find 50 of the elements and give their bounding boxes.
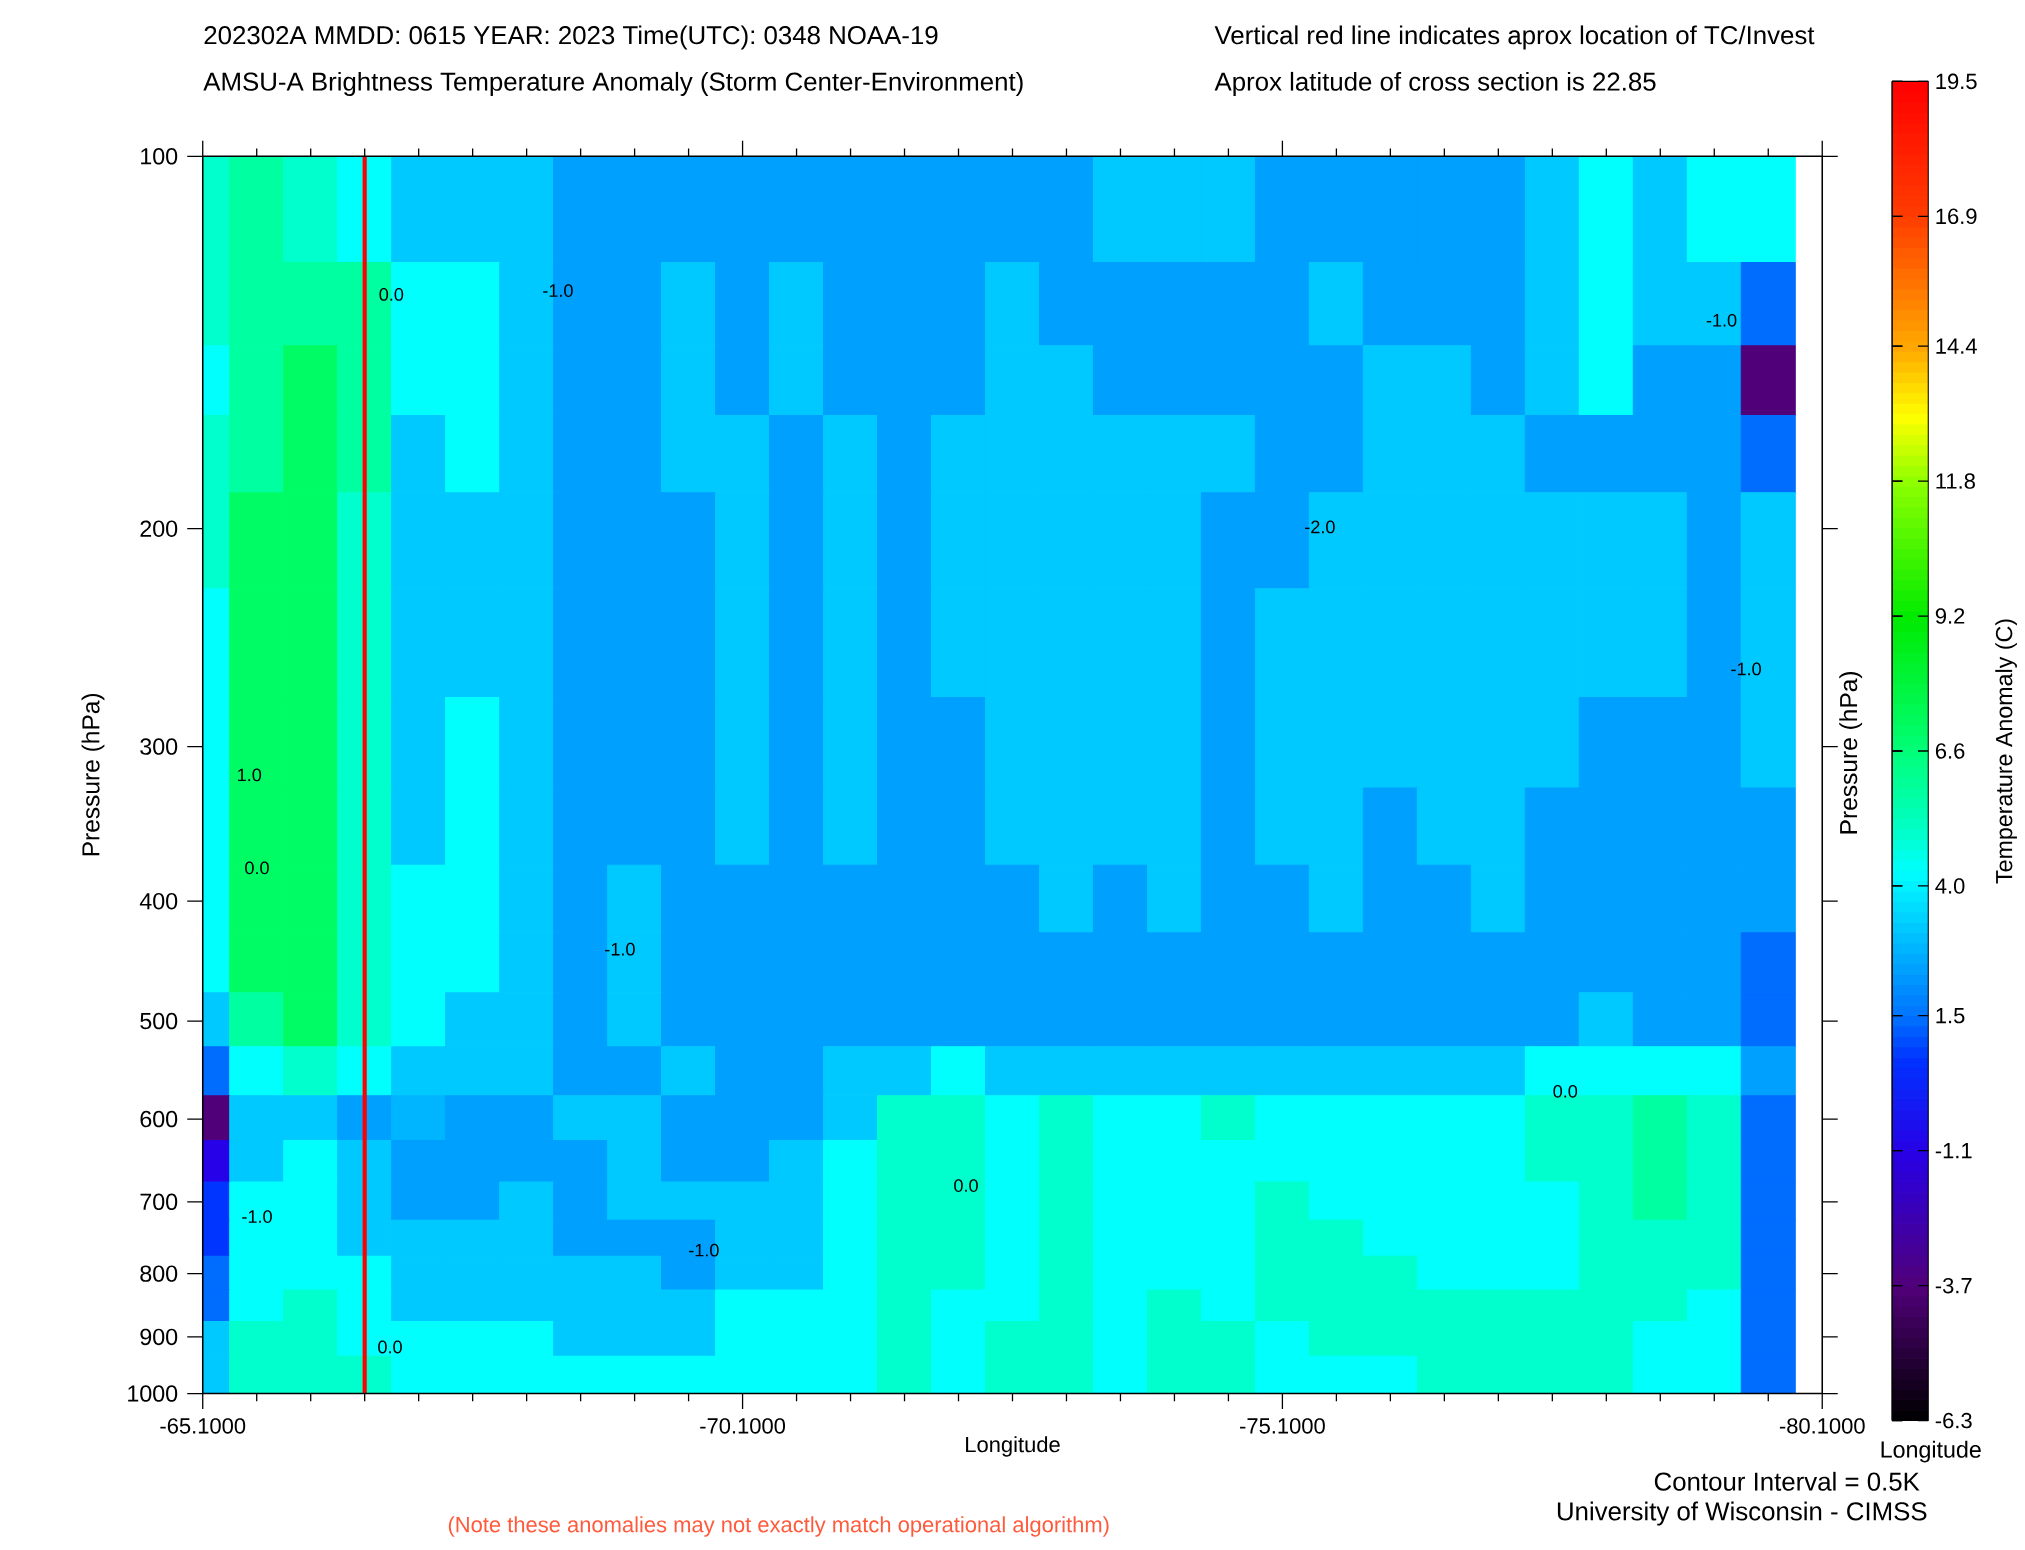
text: Longitude (1881, 1440, 1981, 1463)
y-axis-title: Pressure (hPa) (81, 694, 105, 856)
color-bar-label: -6.3 (1935, 1412, 1972, 1429)
y-tick-label: 400 (139, 893, 178, 910)
y-tick-label: 1000 (128, 1385, 178, 1402)
text: (Note these anomalies may not exactly match operational algorithm) (448, 1516, 1109, 1537)
x-tick-label: -75.1000 (1240, 1418, 1325, 1434)
color-bar-label: 16.9 (1936, 208, 1977, 225)
y-tick-label: 600 (140, 1110, 178, 1128)
y2-axis-title: Pressure (hPa) (1839, 672, 1863, 834)
color-bar-label: 1.5 (1936, 1008, 1965, 1024)
x-tick-label: -80.1000 (1779, 1418, 1865, 1434)
chart-subtitle: AMSU-A Brightness Temperature Anomaly (Storm Center-Environment) (203, 72, 1023, 97)
annotation: 0.0 (378, 1340, 402, 1354)
y-tick-label: 100 (141, 148, 178, 165)
color-bar-label: -3.7 (1935, 1278, 1972, 1294)
color-bar-label: 4.0 (1935, 878, 1965, 894)
x-tick-label: -65.1000 (160, 1418, 246, 1434)
y-tick-label: 900 (140, 1328, 178, 1346)
annotation: 0.0 (1553, 1085, 1578, 1098)
text: University of Wisconsin - CIMSS (1557, 1501, 1927, 1526)
y-tick-label: 300 (140, 738, 178, 755)
y-tick-label: 500 (140, 1012, 178, 1030)
annotation: -1.0 (605, 942, 635, 956)
color-bar-label: 14.4 (1936, 338, 1977, 354)
color-bar-label: 11.8 (1936, 473, 1975, 489)
y-tick-label: 700 (140, 1193, 178, 1211)
annotation: -1.0 (1731, 662, 1761, 676)
color-bar-label: 9.2 (1935, 608, 1965, 624)
color-bar-label: 19.5 (1936, 73, 1977, 90)
annotation: 0.0 (954, 1179, 978, 1193)
annotation: 0.0 (245, 861, 269, 875)
color-bar-label: 6.6 (1935, 743, 1965, 759)
y-tick-label: 800 (140, 1265, 178, 1282)
annotation: 1.0 (238, 768, 262, 782)
text: Vertical red line indicates aprox location of TC/Invest (1214, 25, 1815, 50)
annotation: -1.0 (689, 1243, 719, 1257)
y-tick-label: 200 (140, 520, 178, 538)
chart-title: 202302A MMDD: 0615 YEAR: 2023 Time(UTC): 0348 NOAA-19 (204, 25, 938, 50)
color-bar-label: -1.1 (1935, 1143, 1972, 1159)
color-bar-title: Temperature Anomaly (C) (1995, 619, 2017, 884)
x-axis-title: Longitude (966, 1436, 1060, 1457)
annotation: -1.0 (543, 284, 573, 298)
x-tick-label: -70.1000 (700, 1418, 786, 1434)
annotation: -1.0 (242, 1210, 272, 1224)
text: Aprox latitude of cross section is 22.85 (1214, 72, 1656, 97)
text: Contour Interval = 0.5K (1654, 1471, 1920, 1491)
annotation: -1.0 (1706, 314, 1737, 327)
annotation: -2.0 (1305, 520, 1335, 534)
annotation: 0.0 (379, 288, 404, 301)
